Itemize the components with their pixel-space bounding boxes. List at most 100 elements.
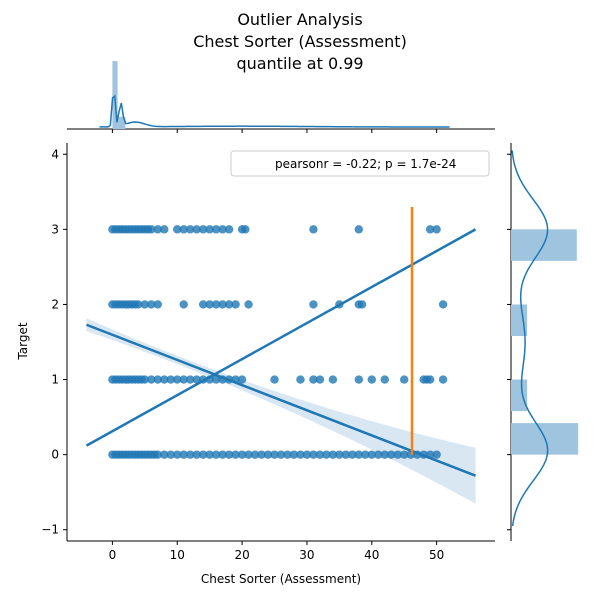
scatter-point: [147, 375, 156, 384]
scatter-point: [244, 450, 253, 459]
scatter-point: [328, 450, 338, 459]
scatter-point: [387, 450, 396, 459]
chart-title-line-2: Chest Sorter (Assessment): [193, 32, 407, 51]
scatter-point: [270, 375, 279, 384]
scatter-point: [438, 375, 448, 384]
marginal-x-plot: [67, 61, 495, 133]
scatter-point: [237, 375, 247, 384]
scatter-point: [315, 375, 325, 384]
scatter-point: [270, 450, 279, 459]
scatter-point: [322, 450, 331, 459]
x-tick-label: 0: [109, 548, 117, 562]
legend: pearsonr = -0.22; p = 1.7e-24: [230, 150, 490, 177]
scatter-point: [341, 450, 351, 459]
scatter-point: [231, 300, 240, 309]
scatter-point: [153, 450, 162, 459]
scatter-point: [179, 225, 188, 234]
y-tick-label: 2: [51, 297, 59, 311]
scatter-point: [198, 300, 208, 309]
scatter-point: [296, 375, 305, 384]
scatter-point: [198, 450, 208, 459]
scatter-point: [276, 450, 286, 459]
scatter-point: [192, 225, 201, 234]
marginal-x-bar: [117, 116, 126, 129]
y-tick-label: 4: [51, 147, 59, 161]
scatter-point: [205, 300, 214, 309]
scatter-point: [309, 450, 318, 459]
main-scatter-plot: 0 10 20 30 40 50 −1 0 1 2 3 4 pearsonr = -0.22; p = …: [41, 143, 495, 562]
scatter-point: [328, 375, 338, 384]
scatter-point: [296, 450, 305, 459]
scatter-point: [186, 225, 195, 234]
confidence-band: [86, 318, 476, 504]
scatter-point: [380, 450, 389, 459]
scatter-point: [237, 450, 247, 459]
x-tick-label: 20: [234, 548, 249, 562]
x-tick-label: 50: [429, 548, 444, 562]
scatter-point: [147, 300, 156, 309]
scatter-point: [289, 450, 299, 459]
scatter-point: [432, 450, 441, 459]
scatter-point: [263, 450, 273, 459]
scatter-point: [179, 300, 188, 309]
scatter-point: [205, 225, 214, 234]
scatter-point: [211, 375, 221, 384]
scatter-point: [160, 450, 169, 459]
scatter-point: [393, 450, 402, 459]
scatter-point: [335, 450, 344, 459]
marginal-y-plot: [507, 143, 579, 541]
chart-title-line-3: quantile at 0.99: [236, 54, 364, 73]
scatter-point: [425, 225, 435, 234]
scatter-point: [283, 450, 292, 459]
scatter-point: [400, 450, 409, 459]
scatter-point: [153, 225, 162, 234]
x-tick-label: 10: [170, 548, 185, 562]
scatter-point: [400, 375, 409, 384]
scatter-point: [186, 375, 195, 384]
scatter-point: [425, 375, 435, 384]
scatter-point: [244, 300, 253, 309]
y-tick-label: 1: [51, 373, 59, 387]
scatter-point: [173, 225, 182, 234]
scatter-point: [354, 375, 364, 384]
scatter-point: [166, 375, 175, 384]
scatter-point: [354, 450, 364, 459]
y-tick-label: 3: [51, 222, 59, 236]
marginal-y-bar: [511, 304, 528, 336]
scatter-point: [140, 375, 150, 384]
scatter-point: [241, 225, 250, 234]
scatter-point: [309, 225, 318, 234]
scatter-point: [367, 450, 376, 459]
regression-line: [86, 323, 476, 477]
scatter-point: [374, 450, 383, 459]
scatter-point: [198, 225, 208, 234]
chart-title-line-1: Outlier Analysis: [237, 10, 363, 29]
scatter-point: [309, 300, 318, 309]
scatter-point: [380, 375, 389, 384]
scatter-point: [250, 450, 260, 459]
scatter-point: [224, 300, 234, 309]
legend-box: [230, 150, 490, 177]
scatter-point: [166, 450, 175, 459]
scatter-point: [224, 450, 234, 459]
scatter-point: [438, 300, 448, 309]
x-tick-label: 30: [299, 548, 314, 562]
scatter-point: [179, 375, 188, 384]
scatter-point: [211, 225, 221, 234]
scatter-point: [367, 375, 376, 384]
scatter-point: [432, 225, 441, 234]
scatter-point: [218, 300, 227, 309]
y-axis-label: Target: [16, 322, 30, 360]
scatter-point: [173, 375, 182, 384]
scatter-point: [361, 450, 370, 459]
scatter-point: [186, 450, 195, 459]
scatter-point: [231, 450, 240, 459]
scatter-point: [211, 450, 221, 459]
scatter-point: [205, 450, 214, 459]
scatter-point: [315, 450, 325, 459]
marginal-x-density: [99, 94, 450, 128]
scatter-point: [192, 375, 201, 384]
scatter-point: [134, 300, 143, 309]
scatter-point: [153, 300, 162, 309]
